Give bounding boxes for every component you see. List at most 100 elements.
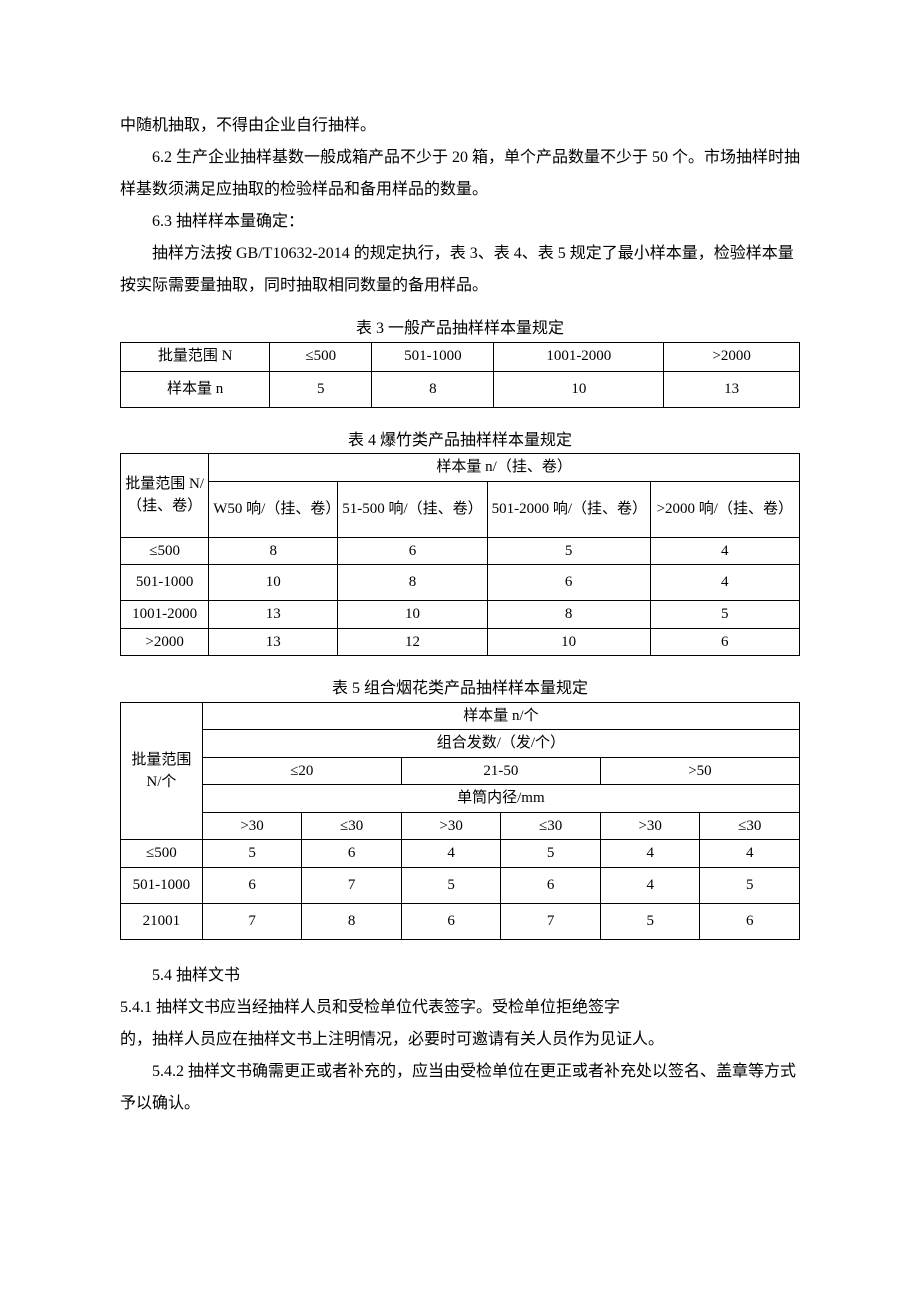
cell: 1001-2000	[121, 601, 209, 629]
cell: 样本量 n/（挂、卷）	[209, 454, 800, 482]
cell: 6	[650, 628, 799, 656]
table5: 批量范围 N/个 样本量 n/个 组合发数/（发/个） ≤20 21-50 >5…	[120, 702, 800, 940]
table-row: 501-1000 10 8 6 4	[121, 565, 800, 601]
cell: 5	[700, 867, 800, 903]
table4: 批量范围 N/（挂、卷） 样本量 n/（挂、卷） W50 响/（挂、卷） 51-…	[120, 453, 800, 656]
cell: 10	[494, 371, 664, 407]
cell: ≤30	[501, 812, 601, 840]
table-row: 批量范围 N ≤500 501-1000 1001-2000 >2000	[121, 342, 800, 371]
table5-caption: 表 5 组合烟花类产品抽样样本量规定	[120, 676, 800, 702]
table-row: ≤20 21-50 >50	[121, 757, 800, 785]
cell: ≤30	[700, 812, 800, 840]
cell: 8	[338, 565, 487, 601]
cell: >2000 响/（挂、卷）	[650, 481, 799, 537]
cell: 6	[700, 903, 800, 939]
table-row: ≤500 8 6 5 4	[121, 537, 800, 565]
cell: 5	[270, 371, 372, 407]
cell: 组合发数/（发/个）	[202, 730, 799, 758]
cell: 10	[338, 601, 487, 629]
cell: 5	[600, 903, 700, 939]
cell: 7	[501, 903, 601, 939]
cell: 样本量 n/个	[202, 702, 799, 730]
cell: 501-1000	[121, 565, 209, 601]
cell: 8	[372, 371, 494, 407]
table-row: 501-1000 6 7 5 6 4 5	[121, 867, 800, 903]
table-row: ≤500 5 6 4 5 4 4	[121, 840, 800, 868]
cell: 8	[302, 903, 402, 939]
cell: >30	[202, 812, 302, 840]
table-row: 批量范围 N/个 样本量 n/个	[121, 702, 800, 730]
cell: 5	[487, 537, 650, 565]
cell: 4	[600, 840, 700, 868]
paragraph: 6.3 抽样样本量确定：	[120, 206, 800, 238]
cell: 7	[202, 903, 302, 939]
cell: 4	[401, 840, 501, 868]
cell: >30	[600, 812, 700, 840]
table-row: 单筒内径/mm	[121, 785, 800, 813]
cell: >2000	[664, 342, 800, 371]
cell: 21001	[121, 903, 203, 939]
cell: 21-50	[401, 757, 600, 785]
cell: 5	[202, 840, 302, 868]
cell: 51-500 响/（挂、卷）	[338, 481, 487, 537]
cell: 8	[209, 537, 338, 565]
paragraph: 6.2 生产企业抽样基数一般成箱产品不少于 20 箱，单个产品数量不少于 50 …	[120, 142, 800, 206]
cell: >50	[600, 757, 799, 785]
cell: 6	[401, 903, 501, 939]
cell: >30	[401, 812, 501, 840]
cell: ≤500	[121, 537, 209, 565]
table3-caption: 表 3 一般产品抽样样本量规定	[120, 316, 800, 342]
table-row: 21001 7 8 6 7 5 6	[121, 903, 800, 939]
cell: 6	[487, 565, 650, 601]
cell: 样本量 n	[121, 371, 270, 407]
paragraph: 5.4.2 抽样文书确需更正或者补充的，应当由受检单位在更正或者补充处以签名、盖…	[120, 1056, 800, 1120]
paragraph: 5.4 抽样文书	[120, 960, 800, 992]
cell: 10	[487, 628, 650, 656]
cell: 批量范围 N/个	[121, 702, 203, 840]
cell: 4	[650, 537, 799, 565]
paragraph: 中随机抽取，不得由企业自行抽样。	[120, 110, 800, 142]
cell: >2000	[121, 628, 209, 656]
cell: 501-1000	[121, 867, 203, 903]
cell: ≤500	[121, 840, 203, 868]
cell: 7	[302, 867, 402, 903]
cell: 1001-2000	[494, 342, 664, 371]
cell: 4	[600, 867, 700, 903]
cell: 501-1000	[372, 342, 494, 371]
cell: 13	[209, 628, 338, 656]
table-row: 样本量 n 5 8 10 13	[121, 371, 800, 407]
cell: ≤20	[202, 757, 401, 785]
cell: 8	[487, 601, 650, 629]
cell: 5	[650, 601, 799, 629]
cell: 10	[209, 565, 338, 601]
table-row: 批量范围 N/（挂、卷） 样本量 n/（挂、卷）	[121, 454, 800, 482]
table3: 批量范围 N ≤500 501-1000 1001-2000 >2000 样本量…	[120, 342, 800, 408]
cell: 13	[209, 601, 338, 629]
cell: 单筒内径/mm	[202, 785, 799, 813]
table4-caption: 表 4 爆竹类产品抽样样本量规定	[120, 428, 800, 454]
cell: 6	[302, 840, 402, 868]
cell: 5	[501, 840, 601, 868]
cell: 批量范围 N/（挂、卷）	[121, 454, 209, 538]
cell: 12	[338, 628, 487, 656]
paragraph: 的，抽样人员应在抽样文书上注明情况，必要时可邀请有关人员作为见证人。	[120, 1024, 800, 1056]
cell: 5	[401, 867, 501, 903]
cell: 6	[501, 867, 601, 903]
cell: 501-2000 响/（挂、卷）	[487, 481, 650, 537]
table-row: 组合发数/（发/个）	[121, 730, 800, 758]
table-row: >2000 13 12 10 6	[121, 628, 800, 656]
paragraph: 5.4.1 抽样文书应当经抽样人员和受检单位代表签字。受检单位拒绝签字	[120, 992, 800, 1024]
cell: 4	[700, 840, 800, 868]
cell: 6	[338, 537, 487, 565]
cell: 13	[664, 371, 800, 407]
cell: ≤30	[302, 812, 402, 840]
table-row: >30 ≤30 >30 ≤30 >30 ≤30	[121, 812, 800, 840]
paragraph: 抽样方法按 GB/T10632-2014 的规定执行，表 3、表 4、表 5 规…	[120, 238, 800, 302]
cell: 6	[202, 867, 302, 903]
table-row: W50 响/（挂、卷） 51-500 响/（挂、卷） 501-2000 响/（挂…	[121, 481, 800, 537]
cell: 4	[650, 565, 799, 601]
cell: W50 响/（挂、卷）	[209, 481, 338, 537]
cell: 批量范围 N	[121, 342, 270, 371]
cell: ≤500	[270, 342, 372, 371]
table-row: 1001-2000 13 10 8 5	[121, 601, 800, 629]
